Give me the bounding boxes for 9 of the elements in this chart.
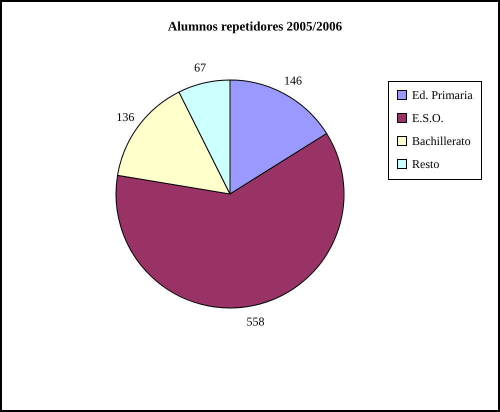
data-label: 67 — [194, 60, 206, 74]
legend-label: E.S.O. — [412, 111, 444, 125]
legend-label: Ed. Primaria — [412, 88, 474, 102]
legend-label: Bachillerato — [412, 134, 471, 148]
data-label: 558 — [246, 314, 264, 328]
data-label: 146 — [284, 73, 302, 88]
data-label: 136 — [116, 110, 134, 124]
legend-label: Resto — [412, 157, 440, 171]
chart-title: Alumnos repetidores 2005/2006 — [168, 18, 343, 34]
